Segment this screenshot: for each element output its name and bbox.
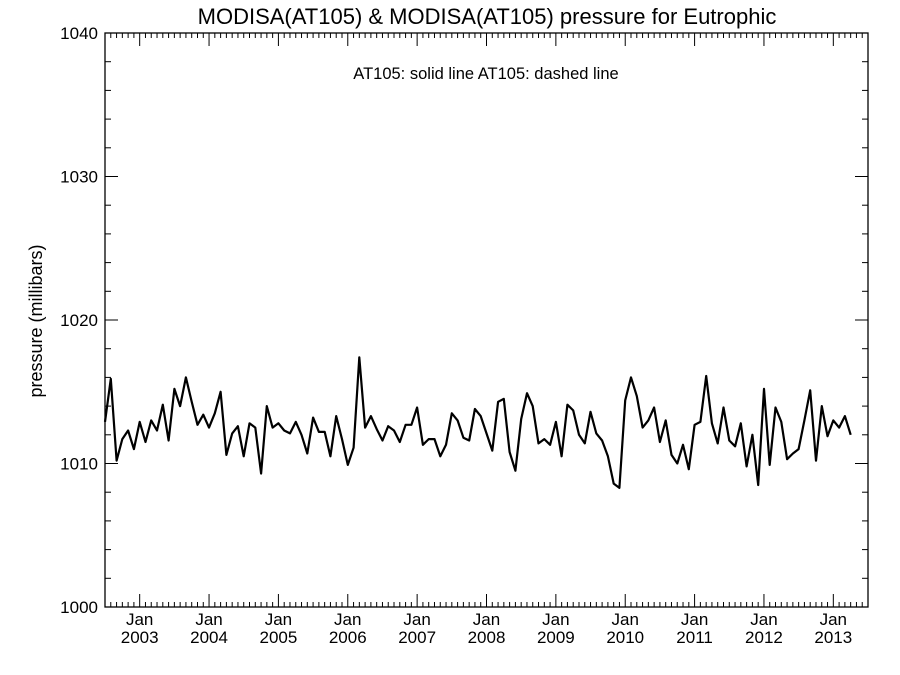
plot-frame [104,32,869,608]
x-tick-year-label: 2008 [468,628,506,647]
x-tick-month-label: Jan [195,610,222,629]
x-tick-month-label: Jan [403,610,430,629]
x-tick-month-label: Jan [681,610,708,629]
x-tick-month-label: Jan [542,610,569,629]
y-axis-label: pressure (millibars) [26,244,46,397]
y-tick-label: 1040 [60,24,98,43]
x-tick-month-label: Jan [334,610,361,629]
legend-text: AT105: solid line AT105: dashed line [353,65,618,83]
y-tick-label: 1030 [60,168,98,187]
y-axis-ticks: 1000 1010 1020 1030 1040 [60,24,868,617]
series-layer [103,356,852,489]
x-tick-month-label: Jan [265,610,292,629]
y-tick-label: 1020 [60,311,98,330]
x-tick-month-label: Jan [750,610,777,629]
x-tick-month-label: Jan [473,610,500,629]
x-tick-month-label: Jan [820,610,847,629]
x-tick-month-label: Jan [612,610,639,629]
x-tick-year-label: 2009 [537,628,575,647]
x-tick-year-label: 2007 [398,628,436,647]
x-axis-ticks: Jan2003Jan2004Jan2005Jan2006Jan2007Jan20… [104,33,869,647]
y-tick-label: 1010 [60,455,98,474]
x-tick-year-label: 2004 [190,628,228,647]
y-tick-label: 1000 [60,598,98,617]
x-tick-year-label: 2006 [329,628,367,647]
x-tick-year-label: 2012 [745,628,783,647]
x-tick-year-label: 2005 [259,628,297,647]
plot-border [104,32,869,608]
x-tick-month-label: Jan [126,610,153,629]
x-tick-year-label: 2010 [606,628,644,647]
x-tick-year-label: 2013 [814,628,852,647]
chart-title: MODISA(AT105) & MODISA(AT105) pressure f… [198,4,777,29]
series-line-solid [103,356,852,489]
x-tick-year-label: 2011 [676,628,713,647]
x-tick-year-label: 2003 [121,628,159,647]
